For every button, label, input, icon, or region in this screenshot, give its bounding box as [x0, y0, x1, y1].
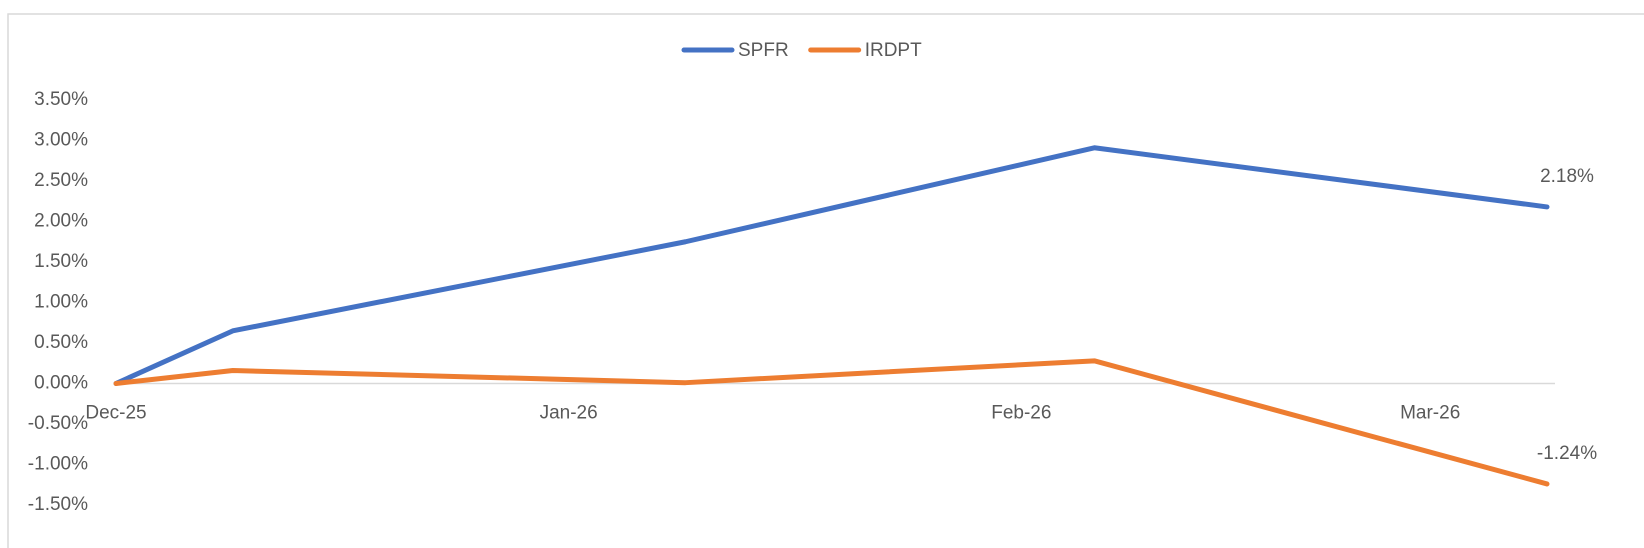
x-tick-label: Jan-26: [540, 403, 598, 424]
x-tick-label: Feb-26: [991, 403, 1051, 424]
y-tick-label: -0.50%: [28, 413, 88, 434]
data-label: 2.18%: [1540, 166, 1594, 187]
y-tick-label: -1.50%: [28, 494, 88, 515]
y-tick-label: 1.50%: [34, 251, 88, 272]
y-tick-label: 1.00%: [34, 292, 88, 313]
series-line: [113, 145, 1550, 386]
chart-border: [7, 13, 1644, 548]
y-tick-label: 2.00%: [34, 211, 88, 232]
data-label: -1.24%: [1537, 443, 1597, 464]
y-tick-label: 0.50%: [34, 332, 88, 353]
y-tick-label: 3.00%: [34, 130, 88, 151]
y-tick-label: 0.00%: [34, 373, 88, 394]
legend-label: SPFR: [738, 40, 789, 61]
y-tick-label: 2.50%: [34, 170, 88, 191]
y-tick-label: -1.00%: [28, 454, 88, 475]
x-tick-label: Mar-26: [1400, 403, 1460, 424]
y-tick-label: 3.50%: [34, 89, 88, 110]
x-tick-label: Dec-25: [85, 403, 146, 424]
legend-label: IRDPT: [865, 40, 922, 61]
series-line: [113, 358, 1550, 487]
